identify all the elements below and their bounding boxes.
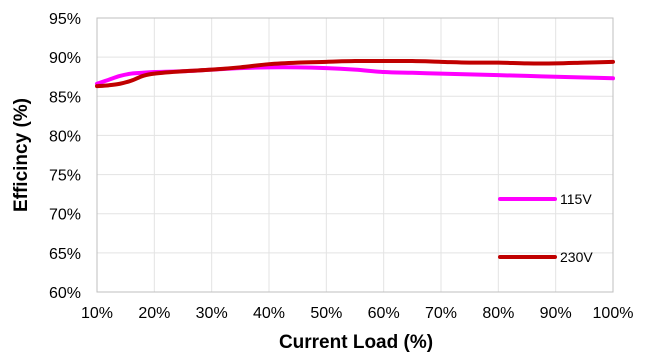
plot-area-frame <box>96 17 614 293</box>
y-tick-label: 95% <box>49 11 81 28</box>
x-tick-label: 90% <box>540 305 572 322</box>
y-tick-label: 70% <box>49 207 81 224</box>
x-tick-label: 30% <box>196 305 228 322</box>
x-tick-label: 50% <box>310 305 342 322</box>
legend: 115V 230V <box>498 191 593 265</box>
y-axis-title: Efficincy (%) <box>11 98 32 212</box>
y-tick-label: 75% <box>49 168 81 185</box>
y-tick-label: 80% <box>49 128 81 145</box>
series-line-115v <box>95 65 615 86</box>
series-lines <box>95 59 615 89</box>
x-tick-label: 10% <box>81 305 113 322</box>
y-tick-label: 90% <box>49 50 81 67</box>
y-tick-label: 60% <box>49 285 81 302</box>
y-axis-tick-labels: 60% 65% 70% 75% 80% 85% 90% 95% <box>49 11 81 302</box>
x-axis-title: Current Load (%) <box>279 332 433 353</box>
x-tick-label: 20% <box>138 305 170 322</box>
x-tick-label: 70% <box>425 305 457 322</box>
series-line-230v <box>95 59 615 89</box>
x-tick-label: 60% <box>368 305 400 322</box>
x-tick-label: 100% <box>593 305 634 322</box>
x-tick-label: 80% <box>482 305 514 322</box>
y-tick-label: 85% <box>49 89 81 106</box>
y-tick-label: 65% <box>49 246 81 263</box>
legend-label-230v: 230V <box>560 249 593 265</box>
x-tick-label: 40% <box>253 305 285 322</box>
legend-label-115v: 115V <box>560 191 592 207</box>
x-axis-tick-labels: 10% 20% 30% 40% 50% 60% 70% 80% 90% 100% <box>81 305 633 322</box>
